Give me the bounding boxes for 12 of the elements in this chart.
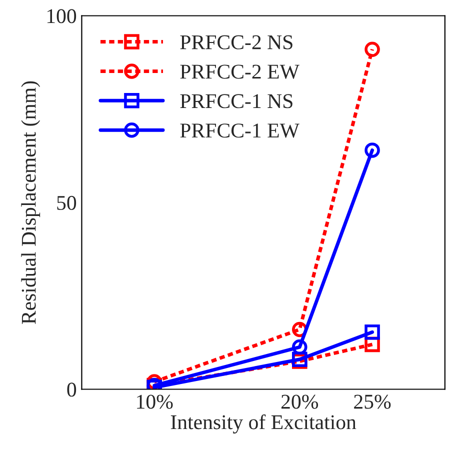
y-tick-label: 100	[47, 9, 76, 24]
legend-label: PRFCC-1 NS	[180, 94, 292, 108]
y-axis-title: Residual Displacement (mm)	[21, 81, 40, 324]
legend-label: PRFCC-2 EW	[180, 64, 300, 79]
legend-label: PRFCC-1 EW	[180, 124, 300, 138]
x-tick-label: 10%	[137, 394, 173, 409]
legend-label: PRFCC-2 NS	[180, 35, 292, 50]
x-tick-label: 25%	[354, 394, 391, 409]
x-tick-label: 20%	[281, 394, 318, 409]
y-tick-label: 50	[57, 196, 76, 210]
y-tick-label: 0	[67, 382, 76, 397]
x-axis-title: Intensity of Excitation	[170, 414, 356, 434]
